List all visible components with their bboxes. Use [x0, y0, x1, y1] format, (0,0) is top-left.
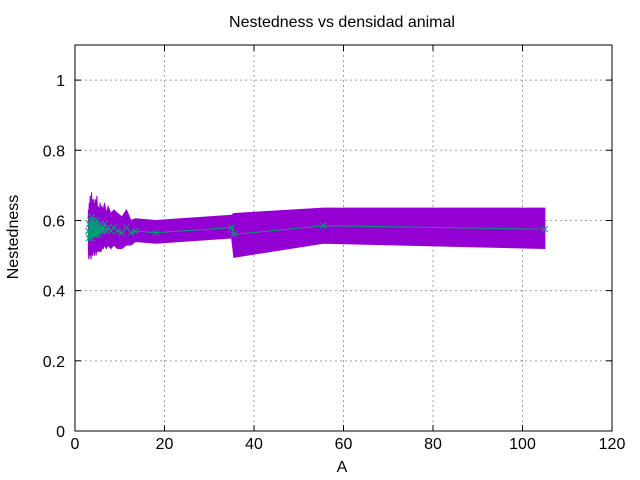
x-tick-label: 120 — [599, 436, 626, 453]
data-point — [92, 231, 100, 238]
x-axis-label: A — [337, 459, 348, 476]
x-tick-label: 0 — [71, 436, 80, 453]
data-point-layer — [85, 213, 549, 242]
y-axis-label: Nestedness — [5, 195, 22, 280]
data-point — [99, 227, 107, 235]
x-tick-label: 100 — [509, 436, 536, 453]
x-tick-label: 80 — [424, 436, 442, 453]
data-point — [114, 227, 121, 235]
data-point — [541, 225, 549, 233]
grid — [75, 45, 612, 431]
error-band-layer — [87, 192, 546, 260]
y-tick-label: 0.4 — [43, 284, 65, 301]
data-point — [228, 224, 235, 231]
data-point — [127, 229, 135, 237]
y-tick-label: 0.8 — [43, 143, 65, 160]
data-point — [152, 229, 159, 237]
data-point — [320, 222, 327, 230]
y-tick-label: 0 — [56, 424, 65, 441]
y-tick-label: 0.6 — [43, 213, 65, 230]
x-tick-label: 60 — [335, 436, 353, 453]
data-point — [132, 227, 139, 235]
chart-title: Nestedness vs densidad animal — [229, 14, 455, 31]
data-point — [118, 229, 126, 237]
data-point — [88, 213, 95, 221]
error-band — [87, 192, 546, 260]
y-tick-label: 1 — [56, 73, 65, 90]
data-point — [98, 224, 106, 231]
x-tick-label: 20 — [156, 436, 174, 453]
data-point — [104, 224, 112, 231]
x-tick-label: 40 — [245, 436, 263, 453]
data-point — [90, 217, 98, 224]
axis-ticks: 0 20 40 60 80 100 120 0 0.2 0.4 0.6 0.8 1 — [43, 45, 626, 453]
data-point — [230, 231, 238, 238]
y-tick-label: 0.2 — [43, 354, 65, 371]
data-point — [123, 224, 130, 231]
